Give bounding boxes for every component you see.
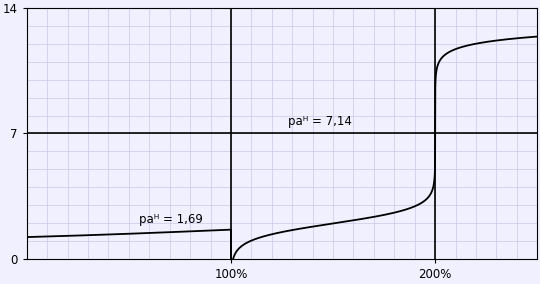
- Text: paᴴ = 1,69: paᴴ = 1,69: [139, 213, 203, 226]
- Text: paᴴ = 7,14: paᴴ = 7,14: [288, 115, 352, 128]
